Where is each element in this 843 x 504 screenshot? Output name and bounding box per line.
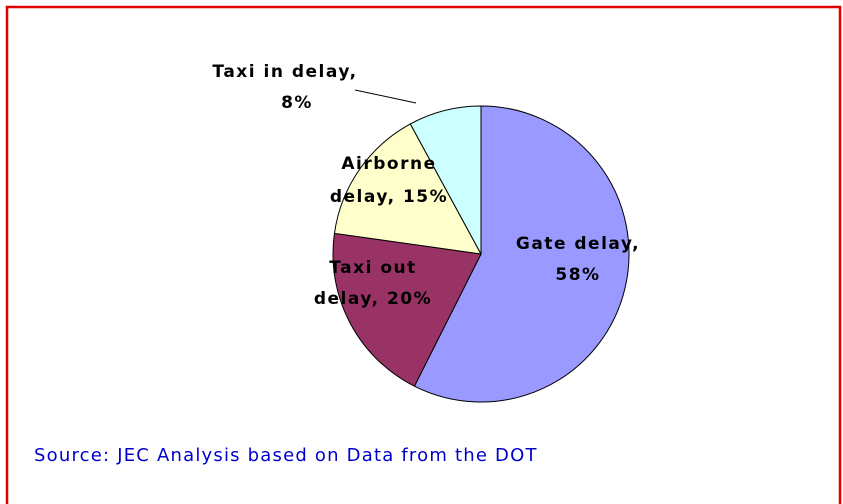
data-label: delay, 15% (330, 187, 448, 207)
data-label: Taxi out (329, 258, 417, 278)
frame (5, 5, 842, 504)
pie-slice (413, 105, 630, 403)
data-label: Gate delay, (516, 234, 640, 254)
data-label: 8% (281, 93, 313, 113)
data-label: delay, 20% (314, 289, 432, 309)
pie-slice (333, 123, 482, 255)
pie-slice (409, 105, 482, 255)
data-label: Taxi in delay, (212, 62, 357, 82)
pie-slice (332, 232, 482, 387)
data-label: 58% (555, 265, 600, 285)
pie (332, 105, 630, 403)
data-label: Airborne (341, 154, 436, 174)
source-note: Source: JEC Analysis based on Data from … (34, 445, 538, 466)
leader-line (354, 89, 417, 104)
labels: Gate delay, 58% Taxi out delay, 20% Airborne… (212, 62, 640, 309)
